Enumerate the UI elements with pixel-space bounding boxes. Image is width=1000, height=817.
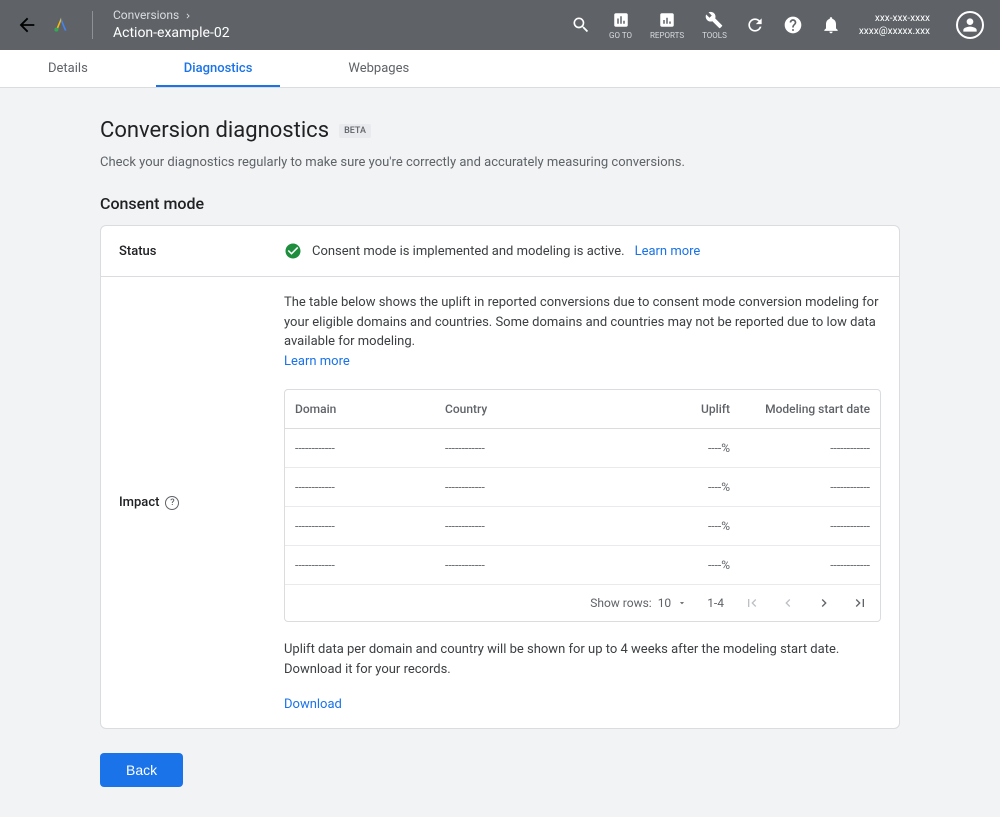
show-rows-value: 10 xyxy=(658,596,672,610)
td-date: ------------ xyxy=(740,546,880,584)
th-domain: Domain xyxy=(285,390,435,428)
status-line: Consent mode is implemented and modeling… xyxy=(284,242,881,260)
divider xyxy=(92,11,93,39)
goto-tool[interactable]: GO TO xyxy=(609,11,632,40)
content: Conversion diagnostics BETA Check your d… xyxy=(0,88,1000,817)
notifications-icon[interactable] xyxy=(821,15,841,35)
breadcrumb-title: Action-example-02 xyxy=(113,24,230,42)
tools-tool[interactable]: TOOLS xyxy=(702,11,727,40)
impact-help-icon[interactable]: ? xyxy=(165,496,179,510)
pager-range: 1-4 xyxy=(707,596,724,610)
reports-tool[interactable]: REPORTS xyxy=(650,11,684,40)
back-button[interactable]: Back xyxy=(100,753,183,787)
tabs: Details Diagnostics Webpages xyxy=(0,50,1000,88)
impact-label-text: Impact xyxy=(119,495,159,510)
tab-diagnostics[interactable]: Diagnostics xyxy=(156,51,281,86)
td-country: ------------ xyxy=(435,468,585,506)
download-link[interactable]: Download xyxy=(284,697,342,712)
td-domain: ------------ xyxy=(285,546,435,584)
back-arrow-icon[interactable] xyxy=(16,14,38,36)
tab-webpages[interactable]: Webpages xyxy=(320,51,437,86)
td-country: ------------ xyxy=(435,429,585,467)
impact-row: Impact ? The table below shows the uplif… xyxy=(101,277,899,728)
th-country: Country xyxy=(435,390,585,428)
refresh-icon[interactable] xyxy=(745,15,765,35)
breadcrumb-parent[interactable]: Conversions xyxy=(113,8,230,24)
table-row: ------------ ------------ ----% --------… xyxy=(285,546,880,585)
chevron-right-icon xyxy=(183,11,193,21)
td-date: ------------ xyxy=(740,507,880,545)
table-pager: Show rows: 10 1-4 xyxy=(285,585,880,621)
first-page-icon[interactable] xyxy=(744,595,760,611)
impact-description: The table below shows the uplift in repo… xyxy=(284,293,881,371)
td-uplift: ----% xyxy=(585,429,740,467)
impact-note: Uplift data per domain and country will … xyxy=(284,640,881,679)
tab-details[interactable]: Details xyxy=(20,51,116,86)
breadcrumb-parent-label: Conversions xyxy=(113,8,179,24)
status-label: Status xyxy=(119,242,284,260)
table-row: ------------ ------------ ----% --------… xyxy=(285,507,880,546)
td-domain: ------------ xyxy=(285,468,435,506)
td-uplift: ----% xyxy=(585,546,740,584)
td-uplift: ----% xyxy=(585,468,740,506)
td-uplift: ----% xyxy=(585,507,740,545)
table-row: ------------ ------------ ----% --------… xyxy=(285,468,880,507)
td-country: ------------ xyxy=(435,507,585,545)
th-date: Modeling start date xyxy=(740,390,880,428)
next-page-icon[interactable] xyxy=(816,595,832,611)
topbar-left: Conversions Action-example-02 xyxy=(16,8,230,42)
topbar-right: GO TO REPORTS TOOLS xxx-xxx-xxxx xxxx@xx… xyxy=(571,11,984,40)
table-row: ------------ ------------ ----% --------… xyxy=(285,429,880,468)
pager-icons xyxy=(744,595,868,611)
td-date: ------------ xyxy=(740,429,880,467)
account-id: xxx-xxx-xxxx xyxy=(859,12,930,25)
show-rows-group[interactable]: Show rows: 10 xyxy=(590,596,687,610)
last-page-icon[interactable] xyxy=(852,595,868,611)
section-title: Consent mode xyxy=(100,194,900,213)
prev-page-icon[interactable] xyxy=(780,595,796,611)
topbar: Conversions Action-example-02 GO TO REPO… xyxy=(0,0,1000,50)
impact-label: Impact ? xyxy=(119,293,284,712)
help-icon[interactable] xyxy=(783,15,803,35)
status-row: Status Consent mode is implemented and m… xyxy=(101,226,899,277)
goto-label: GO TO xyxy=(609,31,632,40)
table-header: Domain Country Uplift Modeling start dat… xyxy=(285,390,880,429)
status-learn-more-link[interactable]: Learn more xyxy=(635,244,701,259)
td-date: ------------ xyxy=(740,468,880,506)
dropdown-arrow-icon xyxy=(677,598,687,608)
impact-desc-text: The table below shows the uplift in repo… xyxy=(284,295,879,349)
status-text: Consent mode is implemented and modeling… xyxy=(312,244,625,259)
account-info: xxx-xxx-xxxx xxxx@xxxxx.xxx xyxy=(859,12,930,38)
avatar[interactable] xyxy=(956,11,984,39)
breadcrumb: Conversions Action-example-02 xyxy=(113,8,230,42)
reports-label: REPORTS xyxy=(650,31,684,40)
account-email: xxxx@xxxxx.xxx xyxy=(859,25,930,38)
td-country: ------------ xyxy=(435,546,585,584)
tools-label: TOOLS xyxy=(702,31,727,40)
show-rows-label: Show rows: xyxy=(590,596,651,610)
td-domain: ------------ xyxy=(285,429,435,467)
consent-mode-card: Status Consent mode is implemented and m… xyxy=(100,225,900,729)
impact-learn-more-link[interactable]: Learn more xyxy=(284,354,350,369)
page-title: Conversion diagnostics xyxy=(100,118,329,143)
td-domain: ------------ xyxy=(285,507,435,545)
check-circle-icon xyxy=(284,242,302,260)
beta-badge: BETA xyxy=(339,124,371,138)
th-uplift: Uplift xyxy=(585,390,740,428)
page-title-row: Conversion diagnostics BETA xyxy=(100,118,900,143)
impact-table: Domain Country Uplift Modeling start dat… xyxy=(284,389,881,622)
ads-logo-icon[interactable] xyxy=(50,14,72,36)
page-subtitle: Check your diagnostics regularly to make… xyxy=(100,155,900,170)
avatar-icon xyxy=(960,15,980,35)
search-icon[interactable] xyxy=(571,15,591,35)
